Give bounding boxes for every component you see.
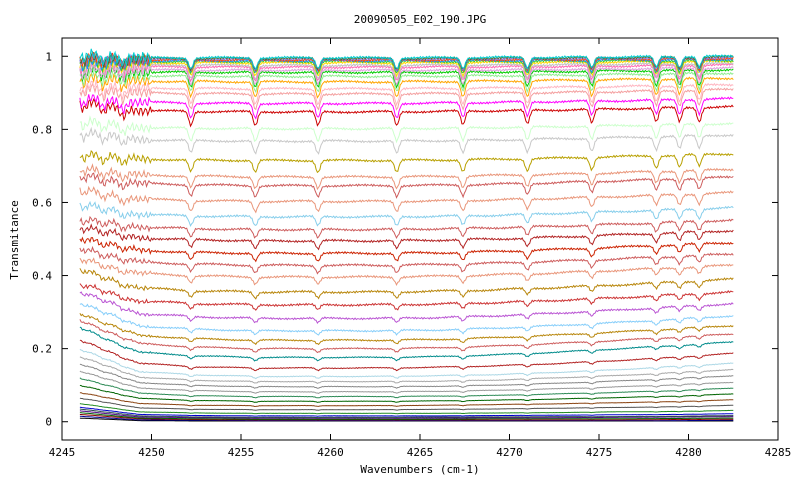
series-line-29 [79, 215, 734, 240]
series-line-2 [79, 415, 734, 422]
chart-title: 20090505_E02_190.JPG [354, 13, 486, 26]
x-axis-label: Wavenumbers (cm-1) [360, 463, 479, 476]
series-line-46 [79, 59, 734, 81]
series-line-3 [79, 414, 734, 421]
series-line-47 [79, 55, 734, 78]
series-line-41 [79, 72, 734, 99]
series-line-23 [79, 283, 734, 311]
x-tick-label: 4270 [496, 446, 523, 459]
series-line-5 [79, 410, 734, 419]
x-tick-label: 4255 [228, 446, 255, 459]
series-line-20 [79, 313, 734, 346]
series-layer [79, 48, 734, 422]
y-tick-label: 0 [45, 416, 52, 429]
y-tick-label: 0.8 [32, 123, 52, 136]
series-line-6 [79, 408, 734, 419]
series-line-31 [79, 185, 734, 214]
series-line-24 [79, 268, 734, 300]
y-tick-label: 0.2 [32, 343, 52, 356]
series-line-12 [79, 377, 734, 399]
x-tick-label: 4250 [138, 446, 165, 459]
series-line-42 [79, 67, 734, 94]
series-line-32 [79, 172, 734, 199]
series-line-9 [79, 397, 734, 411]
series-line-40 [79, 80, 734, 107]
y-tick-label: 0.6 [32, 196, 52, 209]
series-line-4 [79, 412, 734, 420]
x-tick-label: 4285 [765, 446, 792, 459]
series-line-43 [79, 62, 734, 90]
series-line-36 [79, 115, 734, 144]
x-tick-label: 4275 [586, 446, 613, 459]
series-line-15 [79, 356, 734, 384]
series-line-37 [79, 97, 734, 128]
series-line-34 [79, 150, 734, 174]
series-line-13 [79, 370, 734, 394]
series-line-19 [79, 319, 734, 354]
series-line-39 [79, 82, 734, 112]
series-line-30 [79, 200, 734, 227]
y-tick-label: 0.4 [32, 270, 52, 283]
series-line-44 [79, 62, 734, 86]
y-axis-label: Transmitance [8, 200, 21, 279]
x-tick-label: 4265 [407, 446, 434, 459]
series-line-17 [79, 339, 734, 372]
x-tick-label: 4280 [675, 446, 702, 459]
series-line-8 [79, 403, 734, 415]
series-line-7 [79, 406, 734, 417]
series-line-53 [79, 48, 734, 71]
x-tick-label: 4260 [317, 446, 344, 459]
series-line-27 [79, 236, 734, 263]
series-line-33 [79, 163, 734, 191]
series-line-18 [79, 326, 734, 362]
series-line-22 [79, 291, 734, 325]
series-line-28 [79, 223, 734, 251]
series-line-10 [79, 392, 734, 408]
series-line-16 [79, 348, 734, 380]
ticks-layer: 4245 4250 4255 4260 4265 4270 4275 4280 4285 0 0.2… [32, 38, 791, 459]
series-line-25 [79, 257, 734, 286]
y-tick-label: 1 [45, 50, 52, 63]
series-line-35 [79, 126, 734, 155]
series-line-26 [79, 245, 734, 275]
series-line-14 [79, 363, 734, 389]
series-line-38 [79, 94, 734, 120]
x-tick-label: 4245 [49, 446, 76, 459]
series-line-21 [79, 303, 734, 336]
series-line-11 [79, 384, 734, 403]
